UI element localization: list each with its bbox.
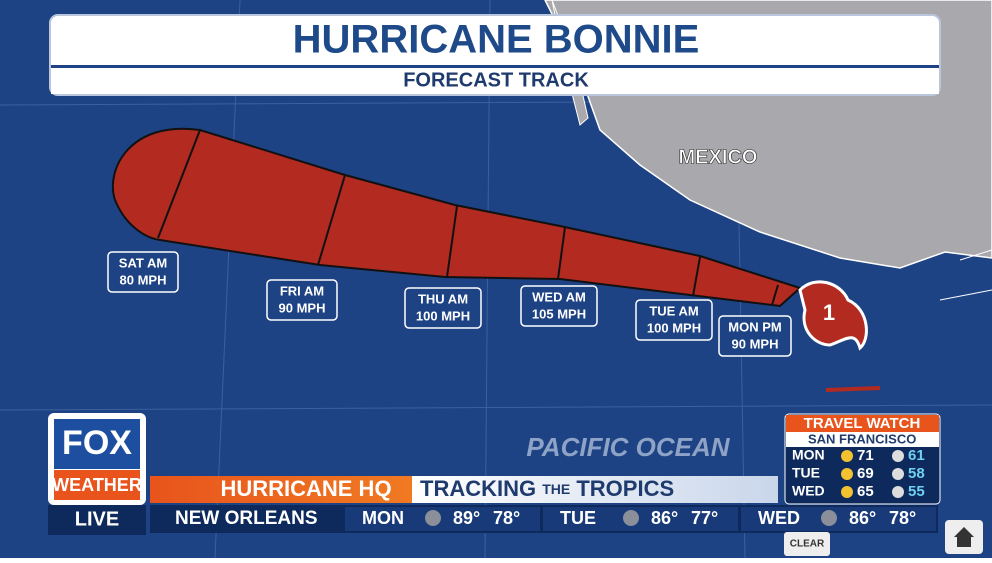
title: HURRICANE BONNIE [293,18,700,62]
low: 78° [889,508,916,528]
track-line [825,386,881,392]
subtitle: FORECAST TRACK [403,69,589,91]
headline-3: TROPICS [576,476,674,501]
title-rule [51,65,939,68]
point-wind: 90 MPH [279,300,326,315]
point-time: FRI AM [280,283,324,298]
point-wind: 105 MPH [532,306,586,321]
headline-1: TRACKING [420,476,536,501]
tw-icon [892,450,904,462]
point-label-box [718,315,792,357]
tw-title: TRAVEL WATCH [804,415,921,432]
point-time: THU AM [418,291,468,306]
point-wind: 100 MPH [416,308,470,323]
cone-dividers [157,129,779,306]
forecast-cone [111,127,802,308]
tw-icon [892,468,904,480]
tw-icon [841,486,853,498]
logo-brand: FOX [62,424,132,462]
storm-icon: 1 [798,280,868,351]
day-cell [543,507,738,531]
land-label: MEXICO [679,146,758,168]
tw-head [786,415,939,432]
clear-button[interactable] [784,532,830,556]
high: 86° [849,508,876,528]
low: 77° [691,508,718,528]
headline: TRACKING THE TROPICS [420,476,674,501]
title-bar [51,67,939,94]
tw-icon [841,468,853,480]
day-cell [345,507,540,531]
city: NEW ORLEANS [175,508,318,529]
weather-icon [425,510,441,526]
live-box [48,505,146,535]
home-icon [954,527,974,547]
tw-day: TUE [792,465,820,481]
headline-2: THE [542,481,570,497]
high: 86° [651,508,678,528]
tw-high: 69 [857,465,874,482]
clear-label[interactable]: CLEAR [790,539,825,550]
live: LIVE [75,508,119,530]
logo-bottom [54,470,140,500]
section: HURRICANE HQ [220,476,391,501]
day-cell [741,507,936,531]
point-time: SAT AM [119,255,167,270]
low: 78° [493,508,520,528]
tw-low: 61 [908,447,925,464]
tw-low: 55 [908,483,925,500]
weather-icon [623,510,639,526]
tw-icon [892,486,904,498]
point-wind: 80 MPH [120,272,167,287]
point-label-box [107,251,179,293]
weather-icon [821,510,837,526]
point-label-box [404,287,482,329]
day: WED [758,508,800,528]
logo-top [54,419,140,469]
tw-low: 58 [908,465,925,482]
section-bar [150,476,412,503]
point-label-box [520,285,598,327]
day: MON [362,508,404,528]
tw-day: MON [792,447,825,463]
point-time: TUE AM [649,303,698,318]
point-wind: 90 MPH [732,336,779,351]
tw-high: 71 [857,447,874,464]
border [939,249,992,301]
point-label-box [635,299,713,341]
point-wind: 100 MPH [647,320,701,335]
ocean-label: PACIFIC OCEAN [526,432,730,462]
storm-category: 1 [823,300,835,325]
tw-day: WED [792,483,825,499]
point-time: MON PM [728,319,781,334]
logo-sub: WEATHER [52,475,142,495]
high: 89° [453,508,480,528]
tw-high: 65 [857,483,874,500]
point-label-box [266,279,338,321]
day: TUE [560,508,596,528]
point-time: WED AM [532,289,586,304]
headline-bar [412,476,778,503]
tw-city-bar [786,432,939,447]
tw-icon [841,450,853,462]
tw-city: SAN FRANCISCO [808,431,916,446]
